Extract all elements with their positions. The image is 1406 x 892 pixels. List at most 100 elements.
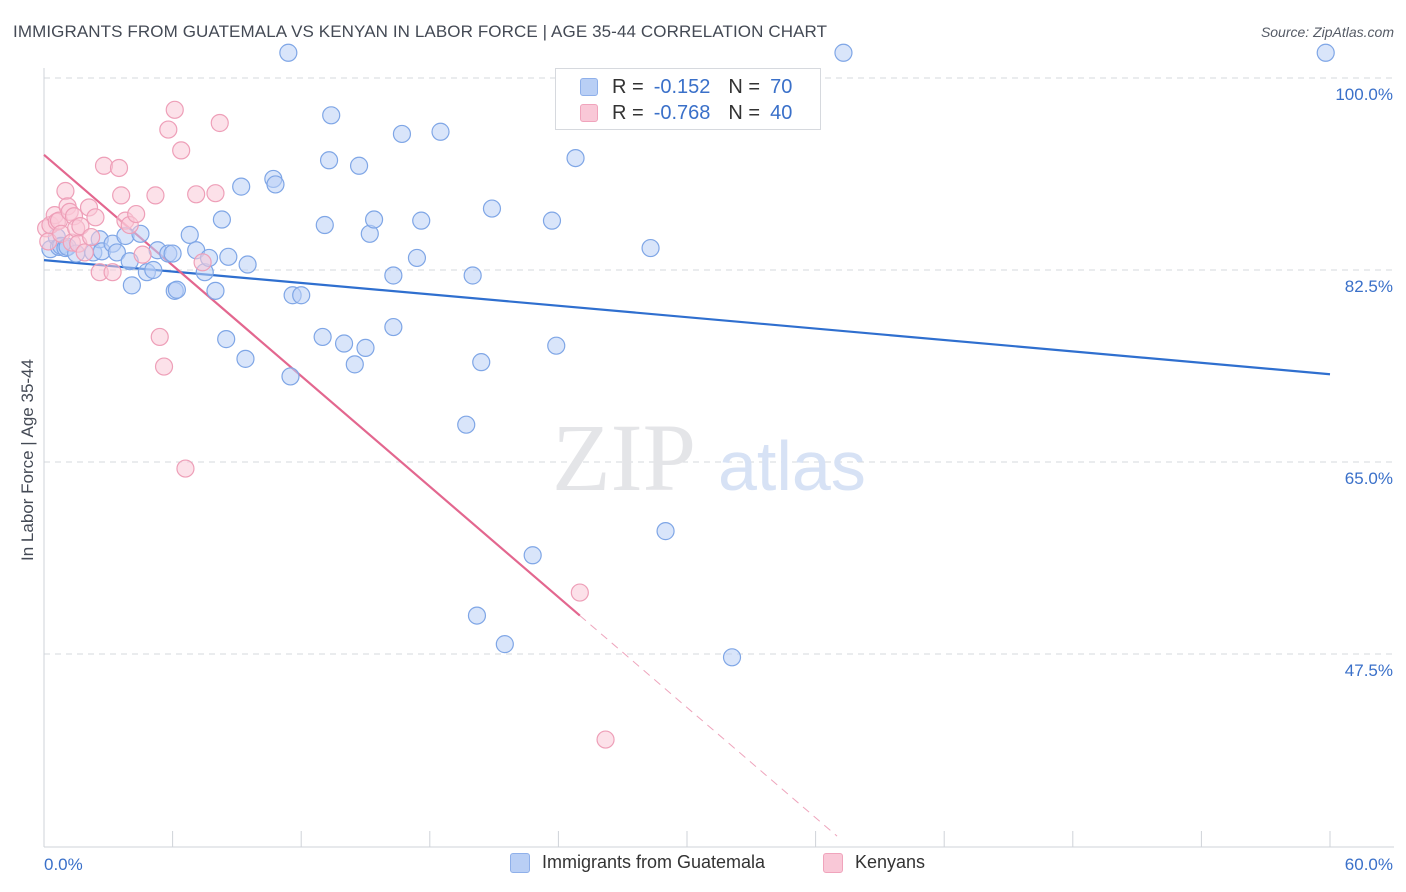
guatemala-point — [722, 648, 742, 667]
guatemala-point — [566, 148, 585, 168]
kenyan-point — [86, 208, 105, 227]
kenyan-point — [75, 243, 94, 262]
guatemala-point — [431, 122, 450, 141]
guatemala-point — [472, 353, 491, 372]
kenyan-point — [176, 459, 195, 478]
bottom-legend-guatemala: Immigrants from Guatemala — [510, 852, 765, 873]
guatemala-point — [122, 276, 141, 295]
guatemala-point — [495, 635, 514, 654]
kenyan-point — [112, 186, 131, 205]
kenyan-point — [71, 217, 90, 236]
kenyan-point — [146, 186, 165, 205]
guatemala-point — [279, 43, 298, 62]
guatemala-point — [1316, 43, 1335, 62]
kenyan-point — [103, 263, 122, 282]
chart-title: IMMIGRANTS FROM GUATEMALA VS KENYAN IN L… — [13, 22, 828, 41]
guatemala-point — [334, 334, 354, 353]
kenyan-point — [56, 181, 75, 201]
kenyan-point — [133, 245, 152, 264]
guatemala-point — [238, 255, 257, 274]
watermark-atlas: atlas — [718, 427, 866, 505]
guatemala-point — [144, 260, 163, 280]
guatemala-point — [232, 177, 251, 196]
kenyan-point — [193, 253, 212, 272]
legend-n-value: 40 — [770, 101, 793, 124]
y-tick-label: 82.5% — [1345, 277, 1393, 296]
guatemala-point — [542, 211, 562, 230]
guatemala-point — [384, 266, 403, 285]
kenyan-point — [596, 730, 615, 749]
watermark-zip: ZIP — [552, 404, 696, 511]
guatemala-point — [834, 43, 853, 62]
kenyan-point — [172, 141, 191, 160]
guatemala-point — [656, 522, 675, 541]
guatemala-point — [107, 243, 126, 262]
kenyan-point — [150, 327, 169, 347]
source-label: Source: ZipAtlas.com — [1260, 24, 1394, 40]
guatemala-trend-line — [43, 259, 1331, 376]
legend-row-kenyans: R = -0.768 N = 40 — [580, 101, 792, 125]
kenyan-point — [206, 184, 225, 203]
guatemala-point — [364, 210, 384, 229]
guatemala-point — [292, 286, 311, 305]
kenyan-point — [187, 185, 206, 204]
kenyan-point — [159, 120, 178, 139]
guatemala-point — [206, 281, 225, 300]
guatemala-point — [641, 238, 660, 258]
guatemala-point — [236, 349, 255, 368]
legend-r-label: R = — [612, 101, 644, 124]
bottom-legend-swatch-blue — [510, 852, 530, 873]
guatemala-point — [384, 317, 403, 337]
x-tick-label-max: 60.0% — [1345, 855, 1393, 874]
guatemala-point — [180, 225, 199, 244]
kenyan-point — [127, 204, 146, 224]
guatemala-point — [281, 367, 300, 386]
guatemala-point — [463, 266, 482, 285]
kenyan-point — [154, 357, 174, 376]
guatemala-point — [349, 156, 369, 175]
legend-n-label: N = — [728, 101, 761, 124]
guatemala-point — [322, 106, 341, 125]
guatemala-point — [313, 327, 332, 347]
points-layer — [37, 43, 1335, 749]
guatemala-point — [523, 546, 542, 565]
kenyan-point — [165, 100, 184, 119]
guatemala-point — [356, 338, 375, 357]
guatemala-point — [167, 280, 186, 299]
legend-r-value: -0.768 — [653, 101, 711, 124]
x-tick-label-min: 0.0% — [44, 855, 83, 874]
bottom-legend-label-kenyans: Kenyans — [855, 852, 926, 872]
guatemala-point — [467, 606, 487, 625]
guatemala-point — [412, 211, 431, 230]
kenyan-point — [210, 113, 229, 133]
guatemala-point — [392, 124, 412, 144]
guatemala-point — [163, 244, 182, 263]
guatemala-point — [266, 175, 285, 194]
kenyan-point — [570, 583, 589, 602]
correlation-legend: R = -0.152 N = 70 R = -0.768 N = 40 — [555, 68, 821, 130]
kenyan-point — [94, 156, 114, 175]
guatemala-point — [457, 415, 476, 434]
kenyan-point — [109, 158, 129, 178]
tick-layer: 47.5% 65.0% 82.5% 100.0% 0.0% 60.0% — [43, 85, 1393, 874]
watermark: ZIP atlas — [552, 404, 866, 511]
bottom-legend-swatch-pink — [823, 852, 843, 873]
legend-n-value: 70 — [770, 75, 793, 98]
bottom-legend-label-guatemala: Immigrants from Guatemala — [542, 852, 766, 872]
legend-row-guatemala: R = -0.152 N = 70 — [580, 75, 792, 99]
guatemala-point — [319, 151, 339, 170]
kenyan-trend-extension — [579, 615, 838, 837]
y-tick-label: 65.0% — [1345, 469, 1393, 488]
guatemala-point — [212, 210, 231, 229]
axis-layer — [43, 68, 1394, 848]
guatemala-point — [315, 215, 334, 235]
legend-swatch-pink — [580, 104, 598, 122]
legend-r-label: R = — [612, 75, 644, 98]
y-tick-label: 47.5% — [1345, 661, 1393, 680]
guatemala-point — [217, 330, 236, 349]
y-tick-label: 100.0% — [1335, 85, 1393, 104]
guatemala-point — [407, 248, 427, 268]
guatemala-point — [219, 247, 238, 266]
bottom-legend-kenyans: Kenyans — [823, 852, 925, 873]
